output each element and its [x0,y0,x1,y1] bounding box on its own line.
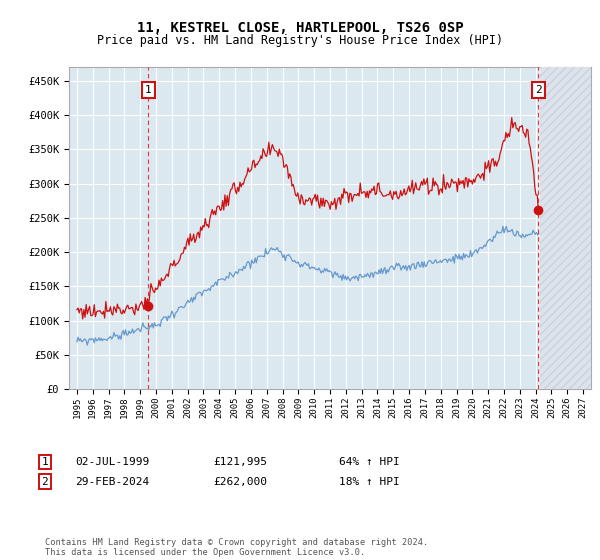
Text: 2: 2 [41,477,49,487]
Bar [539,67,591,389]
Text: £262,000: £262,000 [213,477,267,487]
Text: 29-FEB-2024: 29-FEB-2024 [75,477,149,487]
Text: 18% ↑ HPI: 18% ↑ HPI [339,477,400,487]
Text: 1: 1 [145,85,151,95]
Text: 02-JUL-1999: 02-JUL-1999 [75,457,149,467]
Text: £121,995: £121,995 [213,457,267,467]
Text: 11, KESTREL CLOSE, HARTLEPOOL, TS26 0SP: 11, KESTREL CLOSE, HARTLEPOOL, TS26 0SP [137,21,463,35]
Text: 2: 2 [535,85,542,95]
Text: Contains HM Land Registry data © Crown copyright and database right 2024.
This d: Contains HM Land Registry data © Crown c… [45,538,428,557]
Text: 1: 1 [41,457,49,467]
Text: Price paid vs. HM Land Registry's House Price Index (HPI): Price paid vs. HM Land Registry's House … [97,34,503,46]
Text: 64% ↑ HPI: 64% ↑ HPI [339,457,400,467]
Bar [539,67,591,389]
